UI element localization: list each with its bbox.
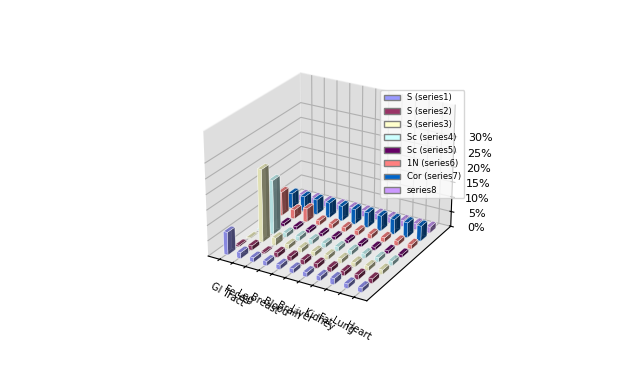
Legend: S (series1), S (series2), S (series3), Sc (series4), Sc (series5), 1N (series6),: S (series1), S (series2), S (series3), S… <box>380 90 465 198</box>
